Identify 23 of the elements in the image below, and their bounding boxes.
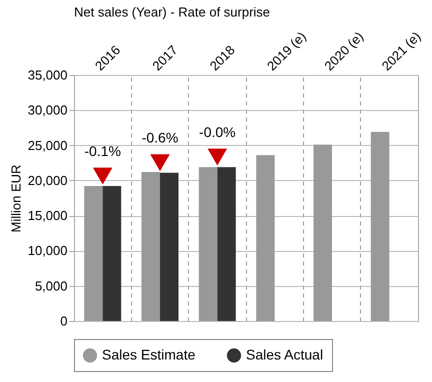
bar — [102, 186, 122, 321]
annotation: -0.0% — [199, 124, 236, 140]
y-tick-label: 35,000 — [28, 68, 68, 82]
y-tick-label: 15,000 — [28, 208, 68, 224]
chart-title: Net sales (Year) - Rate of surprise — [74, 4, 270, 20]
annotation: -0.1% — [84, 143, 121, 160]
y-tick-label: 10,000 — [28, 243, 68, 258]
y-tick-label: 0 — [60, 314, 68, 328]
y-tick-label: 30,000 — [28, 102, 68, 118]
annotation: -0.6% — [142, 130, 178, 146]
y-tick-label: 25,000 — [28, 138, 68, 153]
legend-label: Sales Estimate — [102, 346, 196, 362]
bar — [370, 132, 390, 321]
bar — [160, 172, 178, 321]
y-tick-label: 20,000 — [28, 172, 68, 188]
bar — [314, 144, 332, 321]
legend-label: Sales Actual — [246, 346, 324, 362]
y-tick-label: 5,000 — [34, 278, 68, 294]
bar — [217, 167, 236, 321]
y-axis-title: Million EUR — [8, 164, 24, 232]
bar — [84, 186, 103, 321]
bar — [198, 167, 218, 321]
bar — [256, 155, 275, 321]
